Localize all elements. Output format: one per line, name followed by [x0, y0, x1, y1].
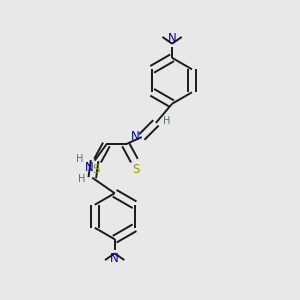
Text: N: N	[168, 32, 176, 45]
Text: H: H	[163, 116, 171, 126]
Text: N: N	[84, 161, 93, 175]
Text: H: H	[78, 174, 86, 184]
Text: N: N	[131, 130, 140, 143]
Text: H: H	[76, 154, 83, 164]
Text: S: S	[93, 163, 100, 176]
Text: S: S	[132, 163, 139, 176]
Text: N: N	[110, 252, 119, 265]
